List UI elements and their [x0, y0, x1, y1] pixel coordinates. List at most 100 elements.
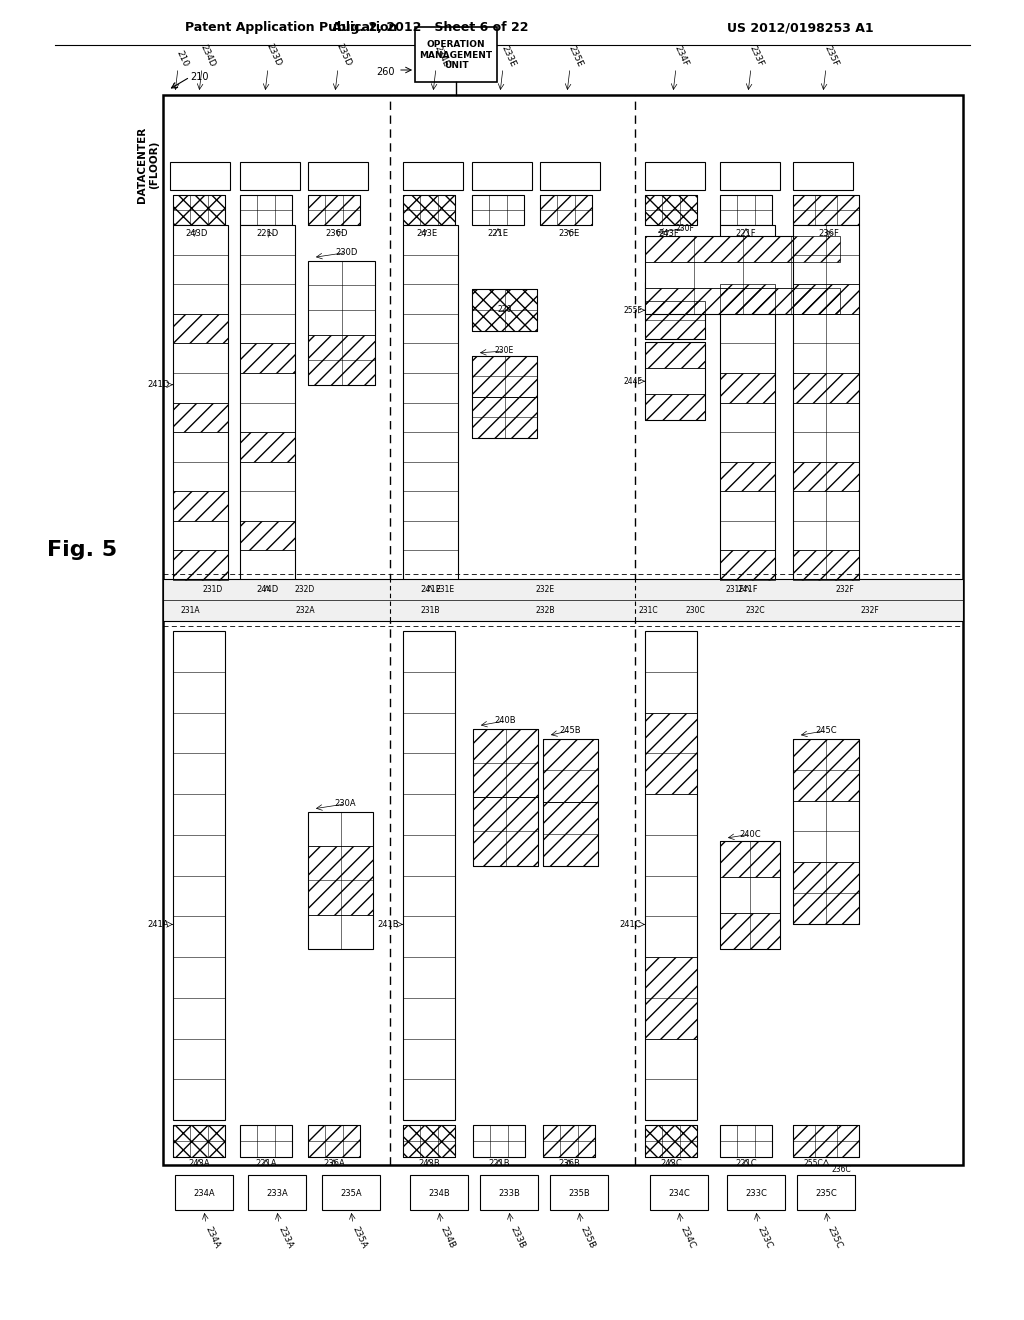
Bar — [543, 803, 598, 866]
Bar — [543, 1125, 595, 1158]
Bar — [720, 195, 772, 224]
Text: 232F: 232F — [836, 585, 854, 594]
Text: 240C: 240C — [739, 830, 761, 838]
Text: 241A: 241A — [147, 920, 169, 929]
Bar — [308, 260, 375, 384]
Bar — [308, 812, 373, 949]
Text: 232F: 232F — [860, 606, 880, 615]
Text: 245C: 245C — [815, 726, 837, 735]
Bar — [240, 521, 295, 550]
Bar — [173, 631, 225, 1119]
Text: 233B: 233B — [498, 1188, 520, 1197]
Text: 235D: 235D — [335, 42, 353, 69]
Bar — [645, 342, 705, 420]
Text: 235B: 235B — [579, 1225, 597, 1250]
Bar — [645, 395, 705, 420]
Text: 243C: 243C — [660, 1159, 682, 1168]
Text: 243B: 243B — [418, 1159, 440, 1168]
Bar — [173, 1125, 225, 1158]
Bar — [173, 314, 228, 343]
Text: 236A: 236A — [324, 1159, 345, 1168]
Bar — [403, 195, 455, 224]
Bar — [550, 1175, 608, 1210]
Bar — [240, 432, 295, 462]
Text: 233C: 233C — [756, 1225, 774, 1250]
Bar — [645, 713, 697, 795]
Bar — [645, 162, 705, 190]
Bar — [727, 1175, 785, 1210]
Bar — [240, 224, 295, 579]
Bar — [645, 631, 697, 1119]
Bar — [173, 195, 225, 224]
Bar — [720, 284, 775, 314]
Bar — [793, 862, 859, 924]
Bar — [645, 301, 705, 339]
Bar — [793, 739, 859, 924]
Text: 221E: 221E — [487, 228, 509, 238]
Text: 210: 210 — [190, 73, 209, 82]
Bar — [248, 1175, 306, 1210]
Bar — [645, 957, 697, 1039]
Text: 233F: 233F — [748, 44, 766, 69]
Bar — [540, 162, 600, 190]
Text: 241C: 241C — [620, 920, 641, 929]
Text: 234D: 234D — [199, 42, 217, 69]
Text: 231E: 231E — [435, 585, 455, 594]
Bar — [793, 462, 859, 491]
Bar — [240, 1125, 292, 1158]
Text: 233E: 233E — [500, 44, 518, 69]
Bar — [720, 550, 775, 579]
Bar — [720, 462, 775, 491]
Bar — [472, 356, 537, 438]
Text: 234C: 234C — [668, 1188, 690, 1197]
Text: 221F: 221F — [735, 228, 757, 238]
Text: 235A: 235A — [351, 1225, 369, 1250]
Bar — [797, 1175, 855, 1210]
Bar — [793, 224, 859, 579]
Bar — [308, 335, 375, 384]
Text: 231B: 231B — [420, 606, 439, 615]
Text: 235C: 235C — [826, 1225, 844, 1250]
Text: 241B: 241B — [378, 920, 399, 929]
Bar — [403, 1125, 455, 1158]
Bar — [308, 195, 360, 224]
Bar — [173, 1125, 225, 1158]
Text: 221B: 221B — [488, 1159, 510, 1168]
Bar — [480, 1175, 538, 1210]
Bar — [645, 288, 840, 314]
Bar — [175, 1175, 233, 1210]
Bar — [308, 1125, 360, 1158]
Text: 241D: 241D — [147, 380, 170, 389]
Bar — [473, 1125, 525, 1158]
Bar — [173, 224, 228, 579]
Bar — [403, 162, 463, 190]
Bar — [308, 195, 360, 224]
Bar — [793, 162, 853, 190]
Text: 221D: 221D — [257, 228, 280, 238]
Bar — [720, 162, 780, 190]
Bar — [173, 491, 228, 521]
Bar — [173, 195, 225, 224]
Text: 234A: 234A — [194, 1188, 215, 1197]
Text: 231D: 231D — [203, 585, 223, 594]
Bar — [240, 195, 292, 224]
Bar — [170, 162, 230, 190]
Text: 230E: 230E — [495, 346, 514, 355]
Text: 210: 210 — [175, 49, 190, 69]
Text: 232D: 232D — [295, 585, 315, 594]
Text: 234F: 234F — [673, 44, 690, 69]
Bar — [472, 356, 537, 397]
Text: 236E: 236E — [558, 228, 580, 238]
Bar — [543, 739, 598, 866]
Bar — [472, 397, 537, 438]
Bar — [540, 195, 592, 224]
Bar — [645, 195, 697, 224]
Bar — [720, 841, 780, 876]
Text: 233A: 233A — [266, 1188, 288, 1197]
Bar — [793, 1125, 859, 1158]
Bar — [473, 729, 538, 797]
Bar — [163, 579, 963, 620]
Text: 236C: 236C — [831, 1164, 851, 1173]
Bar — [473, 729, 538, 866]
Bar — [173, 403, 228, 432]
